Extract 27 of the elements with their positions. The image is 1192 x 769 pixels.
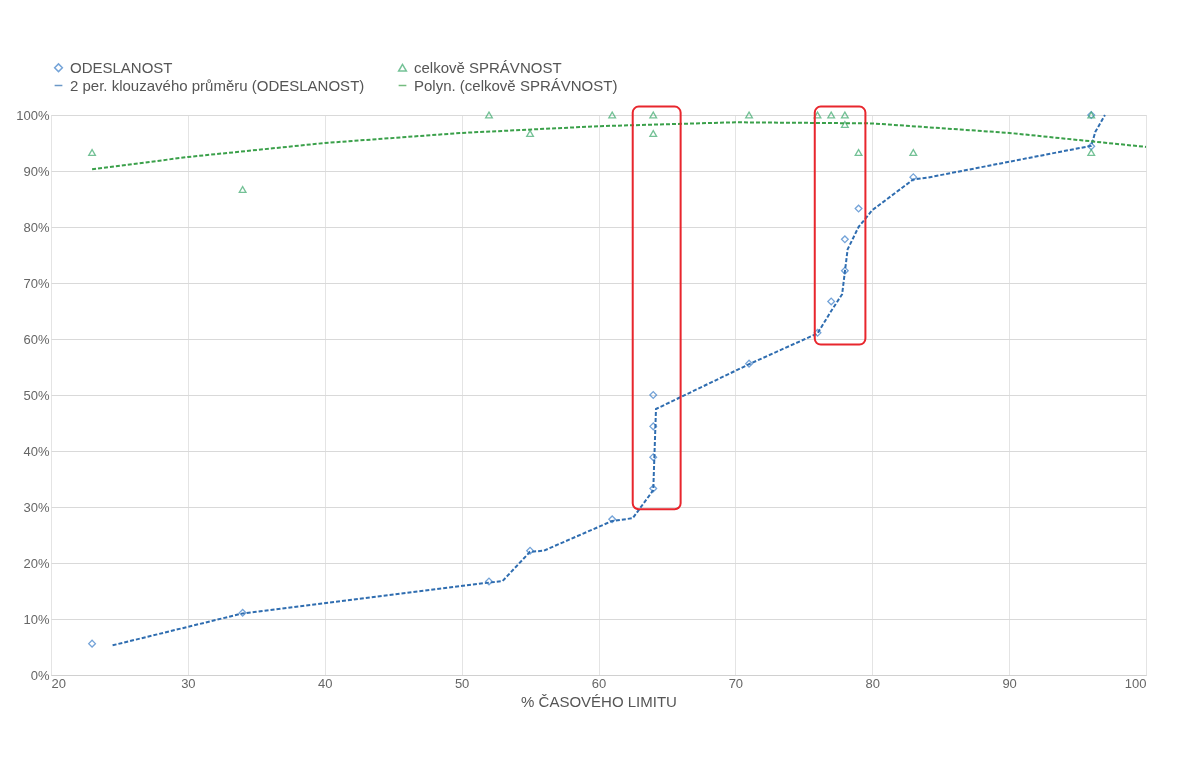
line-series [91,121,1147,171]
x-tick-label: 70 [728,675,744,691]
y-tick-label: 40% [23,443,50,459]
x-tick-label: 50 [454,675,470,691]
legend-label: 2 per. klouzavého průměru (ODESLANOST) [70,76,365,94]
x-tick-label: 40 [318,675,333,691]
y-tick-label: 60% [23,331,50,347]
x-tick-label: 80 [865,675,880,691]
y-tick-label: 30% [23,499,50,515]
x-tick-label: 60 [591,675,607,691]
y-tick-label: 80% [23,219,50,235]
legend-label: Polyn. (celkově SPRÁVNOST) [414,76,618,94]
legend-label: celkově SPRÁVNOST [414,58,562,76]
x-axis-title: % ČASOVÉHO LIMITU [521,692,677,710]
y-tick-label: 20% [23,555,50,571]
y-tick-label: 0% [30,667,50,683]
line-series [111,114,1106,647]
y-tick-label: 50% [23,387,50,403]
y-tick-label: 70% [23,275,50,291]
x-tick-label: 90 [1002,675,1017,691]
y-tick-label: 10% [23,611,50,627]
y-tick-label: 90% [23,163,50,179]
x-tick-label: 30 [181,675,196,691]
x-tick-label: 100 [1124,675,1147,691]
y-tick-label: 100% [16,107,50,123]
legend-label: ODESLANOST [70,58,173,76]
x-tick-label: 20 [51,675,66,691]
